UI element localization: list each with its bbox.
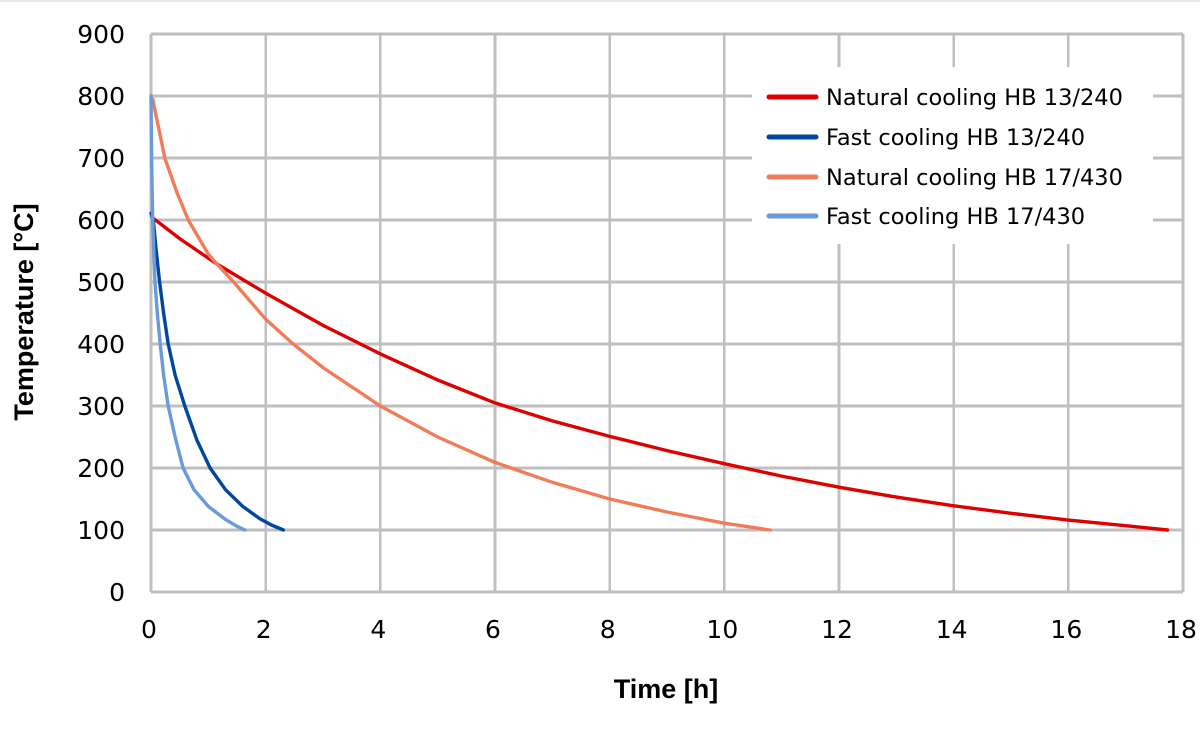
- x-tick-label: 6: [485, 615, 501, 644]
- x-tick-label: 8: [600, 615, 616, 644]
- x-tick-label: 0: [141, 615, 157, 644]
- y-tick-label: 900: [77, 20, 125, 49]
- series-layer: [149, 94, 1170, 532]
- y-tick-label: 500: [77, 268, 125, 297]
- series-line-2: [151, 97, 772, 532]
- x-axis-title: Time [h]: [614, 674, 719, 704]
- x-tick-label: 12: [821, 615, 853, 644]
- series-line-0: [152, 217, 1170, 532]
- y-tick-label: 700: [77, 144, 125, 173]
- legend-label: Natural cooling HB 17/430: [826, 165, 1123, 191]
- y-tick-label: 0: [109, 578, 125, 607]
- y-axis-ticks: 0 100 200 300 400 500 600 700 800 900: [77, 20, 125, 607]
- legend-label: Fast cooling HB 17/430: [826, 204, 1085, 230]
- y-tick-label: 300: [77, 392, 125, 421]
- series-line-1: [149, 211, 286, 532]
- x-axis-ticks: 0 2 4 6 8 10 12 14 16 18: [141, 615, 1197, 644]
- y-tick-label: 200: [77, 454, 125, 483]
- y-axis-title: Temperature [°C]: [9, 203, 39, 420]
- legend: Natural cooling HB 13/240 Fast cooling HB…: [752, 67, 1153, 244]
- x-tick-label: 4: [370, 615, 386, 644]
- x-tick-label: 14: [936, 615, 968, 644]
- legend-label: Fast cooling HB 13/240: [826, 125, 1085, 151]
- x-tick-label: 2: [256, 615, 272, 644]
- legend-box: [752, 67, 1153, 244]
- top-border: [0, 0, 1200, 2]
- y-tick-label: 100: [77, 516, 125, 545]
- y-tick-label: 400: [77, 330, 125, 359]
- x-tick-label: 10: [706, 615, 738, 644]
- y-tick-label: 600: [77, 206, 125, 235]
- y-tick-label: 800: [77, 82, 125, 111]
- legend-label: Natural cooling HB 13/240: [826, 85, 1123, 111]
- x-tick-label: 16: [1050, 615, 1082, 644]
- x-tick-label: 18: [1165, 615, 1197, 644]
- series-line-3: [149, 94, 247, 532]
